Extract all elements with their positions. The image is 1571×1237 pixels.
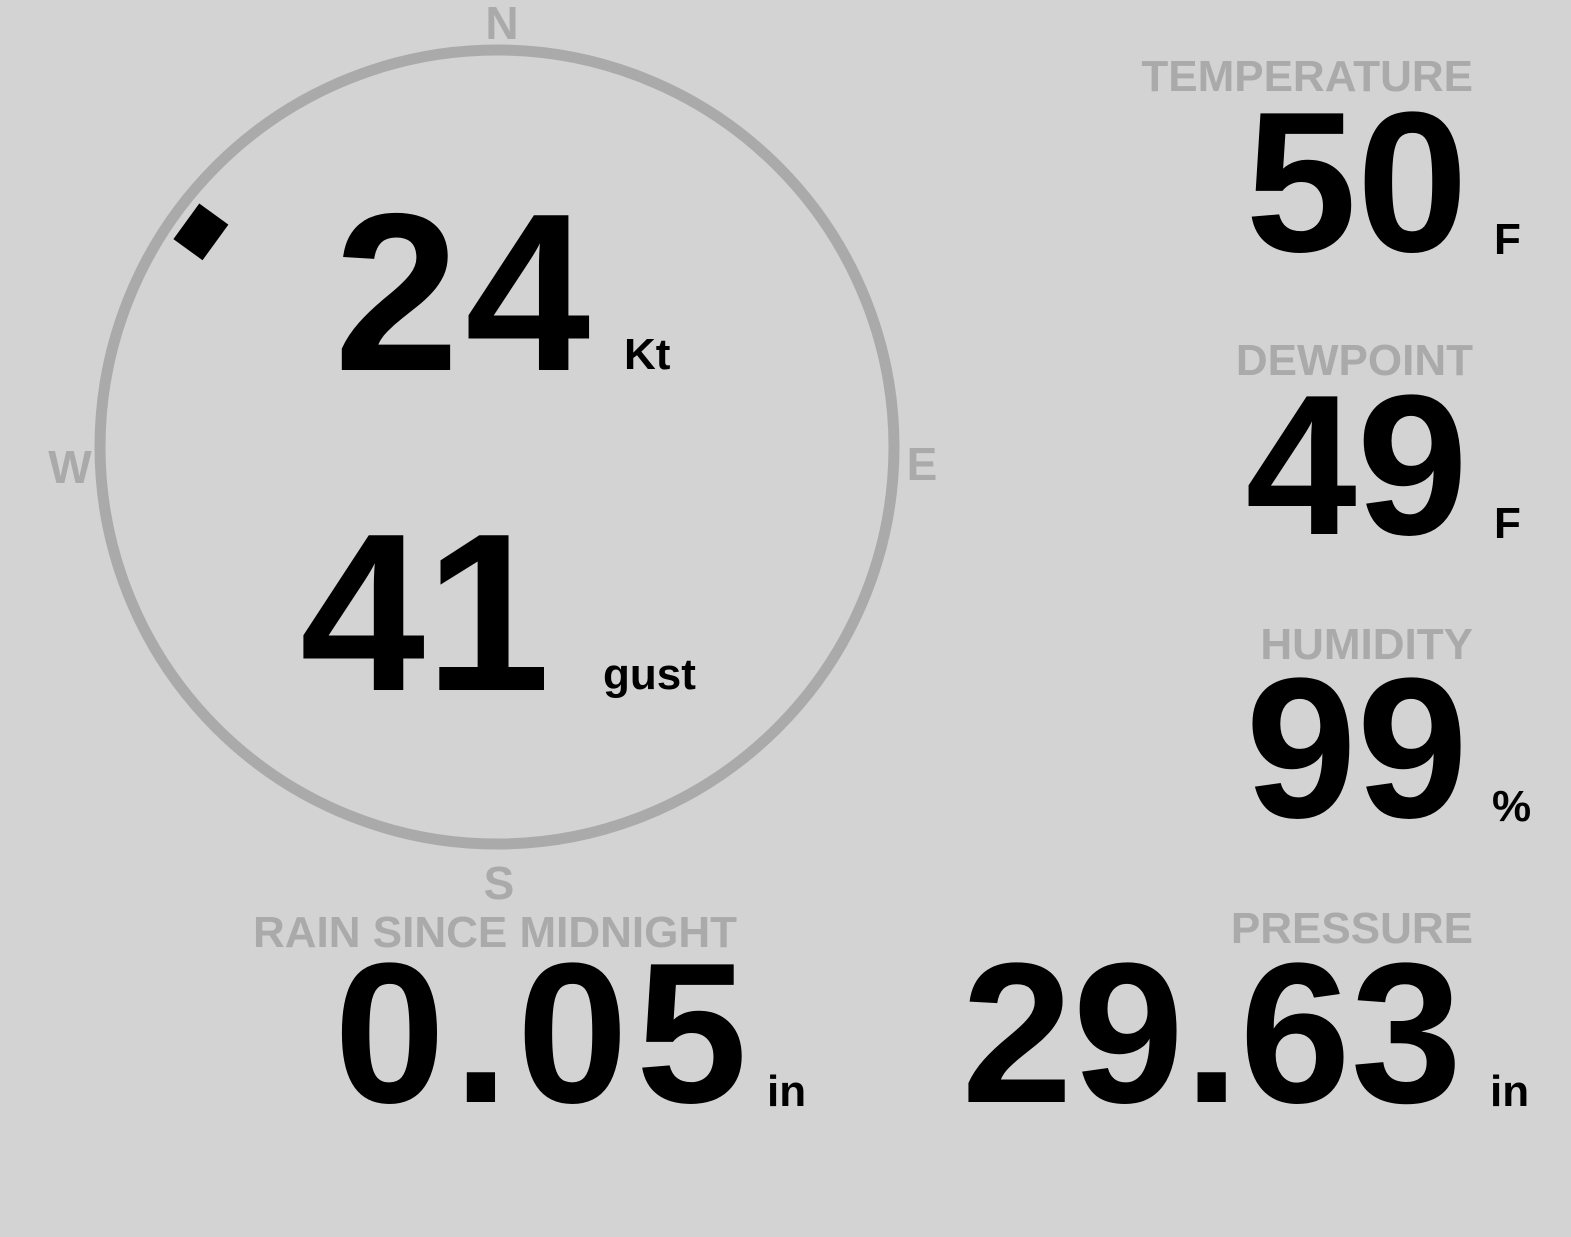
temperature-label: TEMPERATURE <box>1141 52 1473 101</box>
dewpoint-value: 49 <box>1245 354 1468 577</box>
compass-west-label: W <box>48 441 92 493</box>
temperature-unit: F <box>1494 215 1521 264</box>
compass-north-label: N <box>485 0 519 49</box>
compass-east-label: E <box>906 438 938 490</box>
rain-unit: in <box>767 1067 807 1116</box>
humidity-value: 99 <box>1245 637 1468 860</box>
wind-speed-unit: Kt <box>624 330 671 379</box>
humidity-unit: % <box>1492 782 1532 831</box>
pressure-label: PRESSURE <box>1230 904 1473 953</box>
compass-south-label: S <box>483 857 515 909</box>
wind-gust-value: 41 <box>300 486 551 738</box>
rain-value: 0.05 <box>334 922 756 1145</box>
compass-ring <box>94 44 900 850</box>
wind-speed-value: 24 <box>334 166 597 418</box>
humidity-label: HUMIDITY <box>1260 620 1473 669</box>
wind-gust-unit: gust <box>603 650 696 699</box>
temperature-value: 50 <box>1245 71 1468 294</box>
rain-label: RAIN SINCE MIDNIGHT <box>253 908 737 957</box>
wind-direction-marker-icon <box>173 203 229 261</box>
pressure-unit: in <box>1490 1067 1530 1116</box>
dewpoint-unit: F <box>1494 499 1521 548</box>
dewpoint-label: DEWPOINT <box>1235 336 1473 385</box>
pressure-value: 29.63 <box>961 922 1463 1145</box>
